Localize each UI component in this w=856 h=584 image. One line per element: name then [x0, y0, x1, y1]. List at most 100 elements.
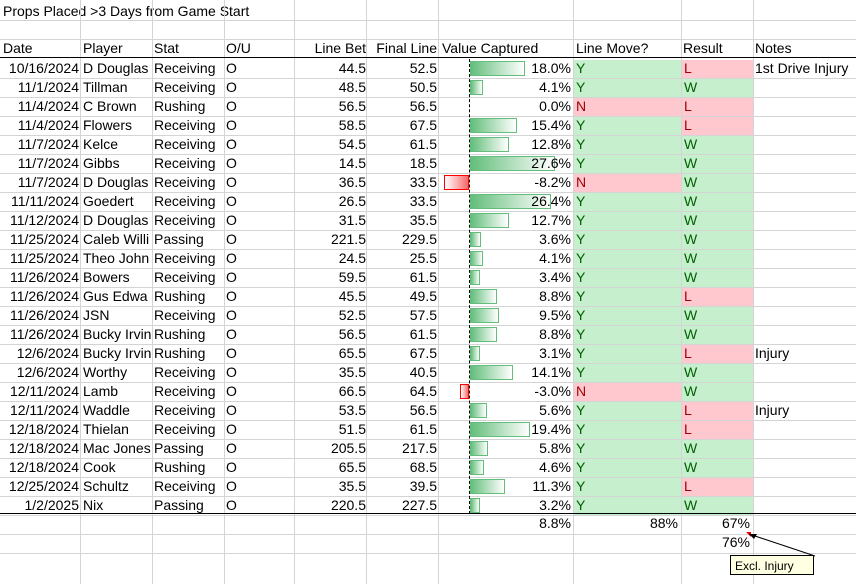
cell-final-line[interactable]: 40.5 — [409, 364, 437, 380]
cell-result[interactable]: L — [684, 288, 692, 304]
cell-value-captured[interactable]: 19.4% — [531, 421, 571, 437]
cell-stat[interactable]: Passing — [154, 440, 204, 456]
cell-ou[interactable]: O — [226, 79, 237, 95]
cell-line-move[interactable]: Y — [576, 269, 586, 285]
cell-line-bet[interactable]: 66.5 — [338, 383, 366, 399]
cell-line-move[interactable]: Y — [576, 402, 586, 418]
cell-player[interactable]: Goedert — [83, 193, 134, 209]
cell-stat[interactable]: Rushing — [154, 345, 206, 361]
cell-ou[interactable]: O — [226, 307, 237, 323]
cell-value-captured[interactable]: 8.8% — [539, 288, 571, 304]
cell-stat[interactable]: Receiving — [154, 193, 216, 209]
cell-ou[interactable]: O — [226, 174, 237, 190]
cell-player[interactable]: Gus Edwa — [83, 288, 148, 304]
cell-value-captured[interactable]: 3.1% — [539, 345, 571, 361]
cell-ou[interactable]: O — [226, 231, 237, 247]
cell-line-move[interactable]: Y — [576, 79, 586, 95]
cell-player[interactable]: Cook — [83, 459, 116, 475]
cell-stat[interactable]: Receiving — [154, 269, 216, 285]
comment-note[interactable]: Excl. Injury — [730, 555, 814, 575]
total-result-excl-injury[interactable]: 76% — [721, 534, 750, 550]
cell-line-move[interactable]: Y — [576, 497, 586, 513]
cell-stat[interactable]: Passing — [154, 497, 204, 513]
cell-value-captured[interactable]: 4.1% — [539, 250, 571, 266]
cell-value-captured[interactable]: 3.6% — [539, 231, 571, 247]
cell-line-bet[interactable]: 35.5 — [338, 364, 366, 380]
header-line-bet[interactable]: Line Bet — [314, 40, 366, 56]
cell-date[interactable]: 11/26/2024 — [9, 307, 79, 323]
cell-value-captured[interactable]: -8.2% — [534, 174, 571, 190]
cell-player[interactable]: Flowers — [83, 117, 133, 133]
cell-final-line[interactable]: 18.5 — [409, 155, 437, 171]
cell-date[interactable]: 11/7/2024 — [17, 136, 79, 152]
cell-final-line[interactable]: 67.5 — [409, 117, 437, 133]
cell-date[interactable]: 12/18/2024 — [8, 421, 79, 437]
cell-player[interactable]: Bucky Irvin — [83, 326, 152, 342]
cell-line-bet[interactable]: 59.5 — [338, 269, 366, 285]
cell-final-line[interactable]: 61.5 — [409, 326, 437, 342]
cell-result[interactable]: W — [684, 136, 698, 152]
cell-line-move[interactable]: Y — [576, 212, 586, 228]
cell-date[interactable]: 12/25/2024 — [8, 478, 79, 494]
cell-final-line[interactable]: 33.5 — [409, 174, 437, 190]
cell-line-move[interactable]: N — [576, 383, 587, 399]
cell-date[interactable]: 11/7/2024 — [17, 174, 79, 190]
cell-line-bet[interactable]: 45.5 — [338, 288, 366, 304]
cell-stat[interactable]: Receiving — [154, 421, 216, 437]
cell-line-move[interactable]: Y — [576, 440, 586, 456]
cell-line-bet[interactable]: 44.5 — [338, 60, 366, 76]
header-result[interactable]: Result — [683, 40, 723, 56]
cell-line-bet[interactable]: 31.5 — [338, 212, 366, 228]
cell-final-line[interactable]: 56.5 — [409, 402, 437, 418]
cell-player[interactable]: Worthy — [83, 364, 128, 380]
cell-result[interactable]: L — [684, 60, 692, 76]
cell-line-move[interactable]: Y — [576, 136, 586, 152]
cell-player[interactable]: Bowers — [83, 269, 130, 285]
cell-value-captured[interactable]: 5.6% — [539, 402, 571, 418]
header-stat[interactable]: Stat — [154, 40, 179, 56]
cell-player[interactable]: D Douglas — [83, 174, 149, 190]
cell-value-captured[interactable]: 3.2% — [539, 497, 571, 513]
cell-result[interactable]: W — [684, 250, 698, 266]
cell-result[interactable]: W — [684, 174, 698, 190]
cell-ou[interactable]: O — [226, 402, 237, 418]
cell-result[interactable]: W — [684, 497, 698, 513]
cell-value-captured[interactable]: 27.6% — [531, 155, 571, 171]
cell-final-line[interactable]: 57.5 — [409, 307, 437, 323]
total-result[interactable]: 67% — [721, 515, 750, 531]
cell-result[interactable]: W — [684, 212, 698, 228]
header-player[interactable]: Player — [83, 40, 123, 56]
cell-ou[interactable]: O — [226, 478, 237, 494]
cell-line-bet[interactable]: 65.5 — [338, 345, 366, 361]
cell-line-bet[interactable]: 52.5 — [338, 307, 366, 323]
cell-line-move[interactable]: Y — [576, 288, 586, 304]
cell-value-captured[interactable]: 4.1% — [539, 79, 571, 95]
cell-result[interactable]: L — [684, 421, 692, 437]
cell-result[interactable]: W — [684, 383, 698, 399]
cell-line-bet[interactable]: 65.5 — [338, 459, 366, 475]
header-line-move[interactable]: Line Move? — [576, 40, 649, 56]
cell-player[interactable]: Schultz — [83, 478, 129, 494]
cell-player[interactable]: Nix — [83, 497, 104, 513]
cell-final-line[interactable]: 61.5 — [409, 136, 437, 152]
cell-line-move[interactable]: Y — [576, 307, 586, 323]
cell-line-move[interactable]: N — [576, 98, 587, 114]
cell-line-move[interactable]: Y — [576, 60, 586, 76]
cell-line-bet[interactable]: 56.5 — [338, 326, 366, 342]
cell-ou[interactable]: O — [226, 459, 237, 475]
cell-stat[interactable]: Receiving — [154, 364, 216, 380]
cell-date[interactable]: 11/4/2024 — [17, 98, 79, 114]
cell-date[interactable]: 1/2/2025 — [24, 497, 80, 513]
cell-line-move[interactable]: Y — [576, 193, 586, 209]
cell-value-captured[interactable]: 14.1% — [531, 364, 571, 380]
cell-player[interactable]: Waddle — [83, 402, 130, 418]
cell-value-captured[interactable]: 5.8% — [539, 440, 571, 456]
cell-value-captured[interactable]: 3.4% — [539, 269, 571, 285]
cell-player[interactable]: C Brown — [83, 98, 137, 114]
cell-date[interactable]: 11/7/2024 — [17, 155, 79, 171]
cell-date[interactable]: 11/4/2024 — [17, 117, 79, 133]
cell-line-move[interactable]: Y — [576, 231, 586, 247]
cell-player[interactable]: Lamb — [83, 383, 119, 399]
cell-player[interactable]: Caleb Willi — [83, 231, 150, 247]
cell-value-captured[interactable]: 12.7% — [531, 212, 571, 228]
